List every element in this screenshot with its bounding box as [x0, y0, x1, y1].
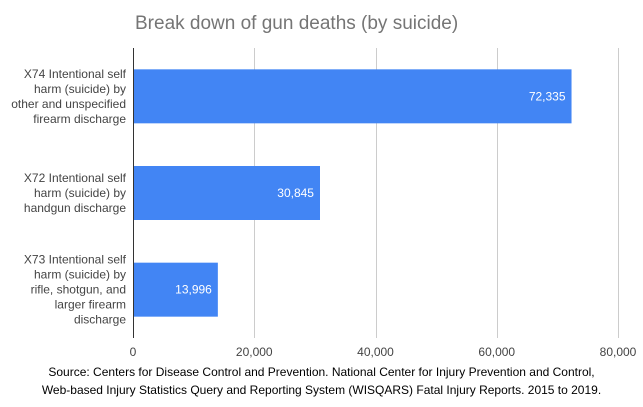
bar [134, 69, 572, 124]
chart-title: Break down of gun deaths (by suicide) [135, 13, 458, 34]
bar [134, 166, 320, 220]
bars: 72,335 30,845 13,996 [134, 69, 572, 317]
data-label: 13,996 [175, 283, 212, 297]
x-tick-label: 0 [130, 345, 137, 359]
x-tick-label: 60,000 [478, 345, 515, 359]
category-label: X73 Intentional self [24, 253, 127, 267]
bar [134, 262, 218, 317]
category-label: firearm discharge [33, 112, 126, 126]
category-label: handgun discharge [24, 201, 126, 215]
x-axis-ticks: 0 20,000 40,000 60,000 80,000 [130, 345, 637, 359]
category-label: larger firearm [55, 298, 126, 312]
category-label: discharge [74, 313, 126, 327]
source-note: Source: Centers for Disease Control and … [0, 363, 643, 399]
data-label: 72,335 [529, 89, 566, 103]
category-label: harm (suicide) by [34, 82, 126, 96]
x-tick-label: 20,000 [236, 345, 273, 359]
source-line-2: Web-based Injury Statistics Query and Re… [41, 383, 602, 397]
x-tick-label: 80,000 [600, 345, 637, 359]
category-label: harm (suicide) by [34, 186, 126, 200]
category-label: X72 Intentional self [24, 171, 127, 185]
category-label: other and unspecified [11, 97, 126, 111]
category-label: rifle, shotgun, and [31, 283, 126, 297]
category-label: harm (suicide) by [34, 268, 126, 282]
source-line-1: Source: Centers for Disease Control and … [48, 365, 595, 379]
x-tick-label: 40,000 [357, 345, 394, 359]
data-label: 30,845 [277, 186, 314, 200]
category-label: X74 Intentional self [24, 67, 127, 81]
